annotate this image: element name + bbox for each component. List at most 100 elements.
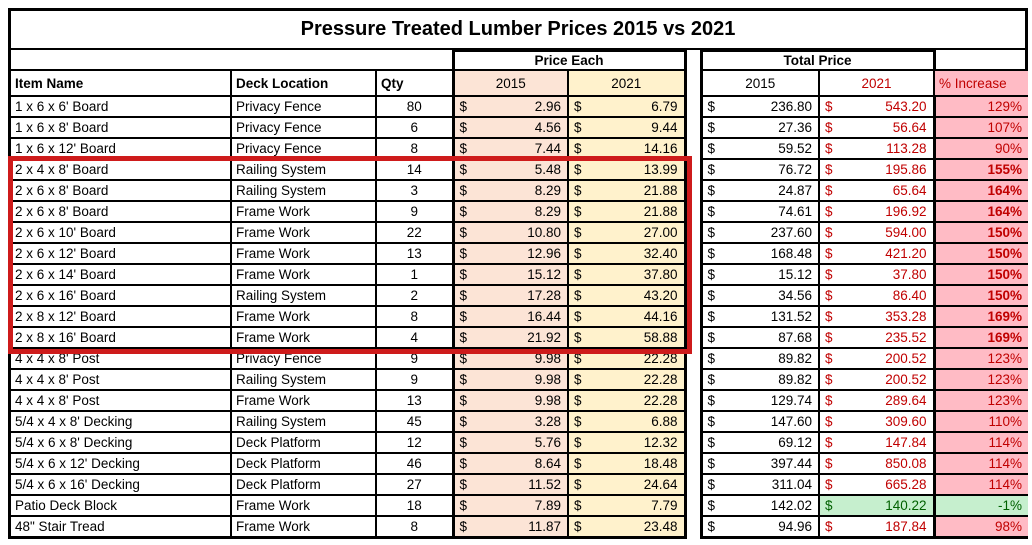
cell-price-each-2021[interactable]: $13.99	[567, 158, 687, 181]
cell-pct-increase[interactable]: -1%	[932, 494, 1029, 517]
cell-pct-increase[interactable]: 98%	[932, 515, 1029, 539]
cell-qty[interactable]: 9	[374, 368, 455, 391]
cell-price-each-2021[interactable]: $32.40	[567, 242, 687, 265]
cell-qty[interactable]: 9	[374, 200, 455, 223]
cell-total-2021[interactable]: $353.28	[818, 305, 936, 328]
cell-qty[interactable]: 3	[374, 179, 455, 202]
total-price-group-header[interactable]: Total Price	[699, 50, 936, 71]
cell-item-name[interactable]: 4 x 4 x 8' Post	[11, 368, 232, 391]
cell-price-each-2021[interactable]: $12.32	[567, 431, 687, 454]
cell-total-2021[interactable]: $65.64	[818, 179, 936, 202]
cell-deck-location[interactable]: Frame Work	[230, 326, 377, 349]
cell-qty[interactable]: 12	[374, 431, 455, 454]
cell-price-each-2015[interactable]: $3.28	[451, 410, 570, 433]
cell-deck-location[interactable]: Frame Work	[230, 305, 377, 328]
cell-qty[interactable]: 13	[374, 242, 455, 265]
cell-deck-location[interactable]: Railing System	[230, 284, 377, 307]
cell-total-2021[interactable]: $200.52	[818, 347, 936, 370]
cell-deck-location[interactable]: Frame Work	[230, 200, 377, 223]
cell-price-each-2015[interactable]: $21.92	[451, 326, 570, 349]
cell-pct-increase[interactable]: 164%	[932, 179, 1029, 202]
cell-total-2015[interactable]: $27.36	[699, 116, 821, 139]
cell-deck-location[interactable]: Frame Work	[230, 263, 377, 286]
cell-deck-location[interactable]: Railing System	[230, 368, 377, 391]
cell-deck-location[interactable]: Deck Platform	[230, 431, 377, 454]
cell-deck-location[interactable]: Privacy Fence	[230, 116, 377, 139]
cell-price-each-2015[interactable]: $4.56	[451, 116, 570, 139]
cell-deck-location[interactable]: Railing System	[230, 179, 377, 202]
cell-price-each-2015[interactable]: $5.48	[451, 158, 570, 181]
cell-total-2021[interactable]: $196.92	[818, 200, 936, 223]
cell-item-name[interactable]: 2 x 8 x 16' Board	[11, 326, 232, 349]
price-each-group-header[interactable]: Price Each	[451, 50, 687, 71]
cell-total-2021[interactable]: $140.22	[818, 494, 936, 517]
cell-price-each-2021[interactable]: $22.28	[567, 347, 687, 370]
cell-qty[interactable]: 9	[374, 347, 455, 370]
cell-deck-location[interactable]: Privacy Fence	[230, 137, 377, 160]
cell-pct-increase[interactable]: 129%	[932, 95, 1029, 118]
cell-price-each-2021[interactable]: $6.79	[567, 95, 687, 118]
cell-price-each-2015[interactable]: $17.28	[451, 284, 570, 307]
cell-qty[interactable]: 14	[374, 158, 455, 181]
cell-item-name[interactable]: 2 x 6 x 10' Board	[11, 221, 232, 244]
cell-item-name[interactable]: 2 x 6 x 12' Board	[11, 242, 232, 265]
cell-price-each-2015[interactable]: $12.96	[451, 242, 570, 265]
cell-price-each-2021[interactable]: $18.48	[567, 452, 687, 475]
cell-total-2021[interactable]: $235.52	[818, 326, 936, 349]
cell-item-name[interactable]: 2 x 4 x 8' Board	[11, 158, 232, 181]
qty-header[interactable]: Qty	[376, 69, 455, 97]
cell-price-each-2015[interactable]: $8.29	[451, 179, 570, 202]
price-each-2015-header[interactable]: 2015	[451, 69, 570, 97]
item-name-header[interactable]: Item Name	[11, 69, 232, 97]
cell-pct-increase[interactable]: 107%	[932, 116, 1029, 139]
cell-pct-increase[interactable]: 150%	[932, 263, 1029, 286]
cell-pct-increase[interactable]: 123%	[932, 368, 1029, 391]
cell-pct-increase[interactable]: 114%	[932, 431, 1029, 454]
cell-price-each-2021[interactable]: $22.28	[567, 389, 687, 412]
cell-price-each-2021[interactable]: $6.88	[567, 410, 687, 433]
cell-total-2015[interactable]: $76.72	[699, 158, 821, 181]
cell-price-each-2021[interactable]: $58.88	[567, 326, 687, 349]
cell-qty[interactable]: 4	[374, 326, 455, 349]
cell-total-2021[interactable]: $289.64	[818, 389, 936, 412]
cell-pct-increase[interactable]: 114%	[932, 473, 1029, 496]
cell-item-name[interactable]: 2 x 6 x 8' Board	[11, 179, 232, 202]
cell-deck-location[interactable]: Privacy Fence	[230, 95, 377, 118]
cell-deck-location[interactable]: Frame Work	[230, 515, 377, 539]
cell-deck-location[interactable]: Frame Work	[230, 494, 377, 517]
cell-total-2015[interactable]: $236.80	[699, 95, 821, 118]
cell-total-2015[interactable]: $147.60	[699, 410, 821, 433]
cell-total-2021[interactable]: $195.86	[818, 158, 936, 181]
cell-pct-increase[interactable]: 169%	[932, 305, 1029, 328]
cell-item-name[interactable]: 1 x 6 x 8' Board	[11, 116, 232, 139]
cell-price-each-2015[interactable]: $11.87	[451, 515, 570, 539]
cell-price-each-2021[interactable]: $43.20	[567, 284, 687, 307]
cell-price-each-2015[interactable]: $11.52	[451, 473, 570, 496]
cell-total-2015[interactable]: $131.52	[699, 305, 821, 328]
cell-item-name[interactable]: 4 x 4 x 8' Post	[11, 389, 232, 412]
cell-price-each-2015[interactable]: $15.12	[451, 263, 570, 286]
cell-total-2021[interactable]: $850.08	[818, 452, 936, 475]
cell-price-each-2021[interactable]: $7.79	[567, 494, 687, 517]
cell-qty[interactable]: 45	[374, 410, 455, 433]
cell-total-2021[interactable]: $594.00	[818, 221, 936, 244]
cell-total-2015[interactable]: $311.04	[699, 473, 821, 496]
cell-price-each-2015[interactable]: $5.76	[451, 431, 570, 454]
cell-total-2021[interactable]: $37.80	[818, 263, 936, 286]
deck-location-header[interactable]: Deck Location	[231, 69, 377, 97]
cell-price-each-2021[interactable]: $22.28	[567, 368, 687, 391]
cell-item-name[interactable]: 1 x 6 x 6' Board	[11, 95, 232, 118]
cell-total-2015[interactable]: $15.12	[699, 263, 821, 286]
cell-price-each-2015[interactable]: $10.80	[451, 221, 570, 244]
cell-item-name[interactable]: 5/4 x 6 x 16' Decking	[11, 473, 232, 496]
cell-total-2015[interactable]: $129.74	[699, 389, 821, 412]
cell-total-2021[interactable]: $86.40	[818, 284, 936, 307]
cell-price-each-2021[interactable]: $9.44	[567, 116, 687, 139]
cell-total-2015[interactable]: $87.68	[699, 326, 821, 349]
cell-item-name[interactable]: 5/4 x 4 x 8' Decking	[11, 410, 232, 433]
cell-total-2015[interactable]: $397.44	[699, 452, 821, 475]
cell-total-2015[interactable]: $142.02	[699, 494, 821, 517]
cell-qty[interactable]: 22	[374, 221, 455, 244]
cell-total-2021[interactable]: $665.28	[818, 473, 936, 496]
cell-total-2021[interactable]: $200.52	[818, 368, 936, 391]
